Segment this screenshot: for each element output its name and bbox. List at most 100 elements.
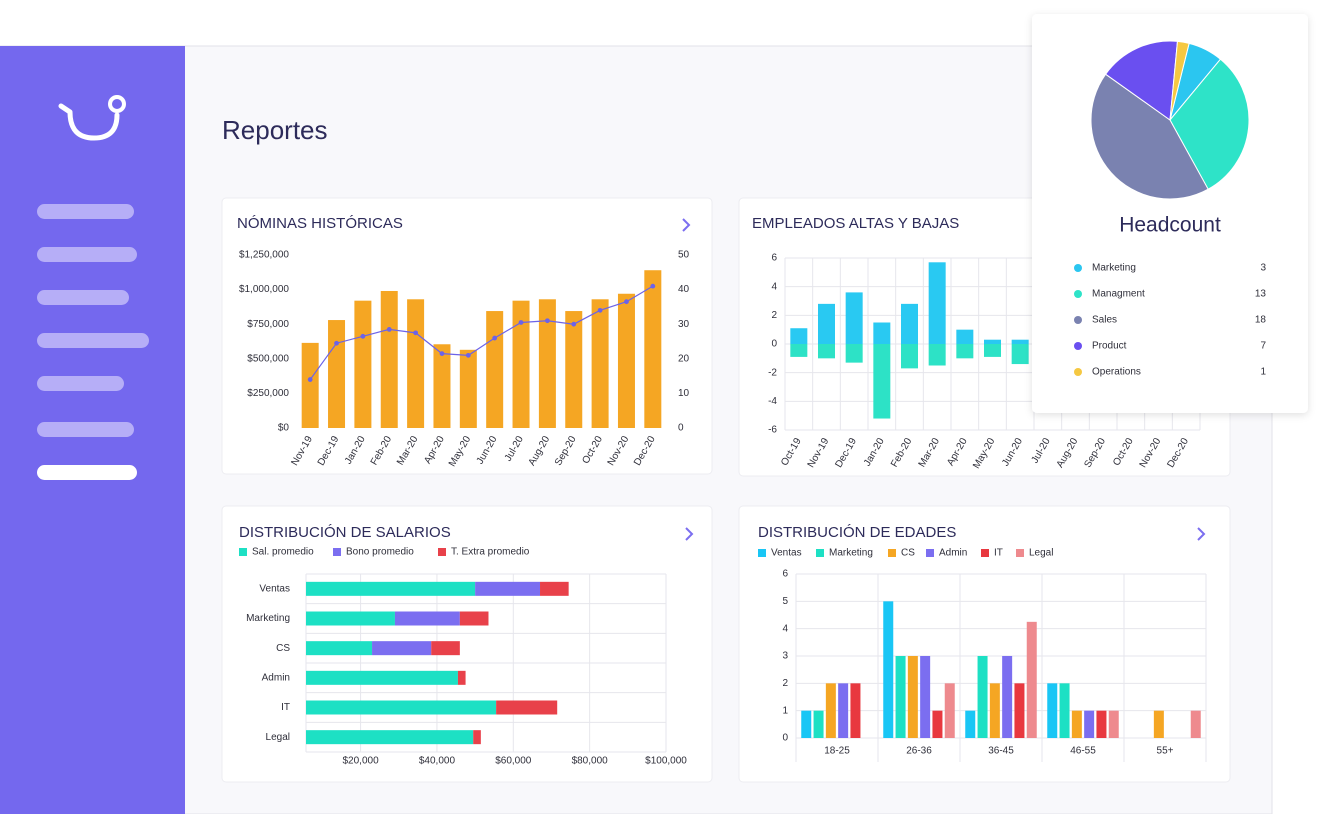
bar xyxy=(486,311,504,428)
bar xyxy=(838,683,849,738)
menu-item[interactable] xyxy=(37,204,134,219)
chart-title: DISTRIBUCIÓN DE SALARIOS xyxy=(239,524,451,541)
pie-slice xyxy=(1090,73,1209,200)
pie-slice xyxy=(1169,58,1250,190)
line-point xyxy=(439,351,445,357)
legend-value: 1 xyxy=(1260,367,1266,378)
y-tick-label: $250,000 xyxy=(247,388,289,399)
legend-label: Bono promedio xyxy=(346,547,414,558)
chart-title: EMPLEADOS ALTAS Y BAJAS xyxy=(752,215,959,232)
bar xyxy=(989,683,1000,738)
legend-dot xyxy=(1074,290,1082,298)
bar xyxy=(873,322,891,344)
bar-segment xyxy=(306,700,497,715)
chevron[interactable] xyxy=(685,527,694,541)
x-tick-label: 55+ xyxy=(1157,746,1174,757)
chevron[interactable] xyxy=(682,218,691,232)
bar xyxy=(984,339,1001,344)
legend-label: Sal. promedio xyxy=(252,547,314,558)
bar xyxy=(944,683,955,738)
card xyxy=(221,197,713,475)
chevron[interactable] xyxy=(1197,527,1206,541)
legend-label: CS xyxy=(901,548,915,559)
bar xyxy=(801,710,812,738)
legend-swatch xyxy=(333,548,341,556)
y-tick-label: 6 xyxy=(782,569,788,580)
line-point xyxy=(465,352,471,358)
bar xyxy=(1071,710,1082,738)
y-tick-label: 4 xyxy=(782,623,788,634)
legend-label: T. Extra promedio xyxy=(451,547,530,558)
bar xyxy=(1059,683,1070,738)
line-point xyxy=(544,318,550,324)
legend-value: 7 xyxy=(1260,341,1266,352)
chart-title: NÓMINAS HISTÓRICAS xyxy=(237,215,403,232)
line-point xyxy=(334,340,339,346)
bar xyxy=(565,311,583,428)
legend-swatch xyxy=(758,549,766,557)
bar xyxy=(845,344,863,363)
y-tick-label: 2 xyxy=(782,678,788,689)
x-tick-label: $20,000 xyxy=(343,756,380,767)
legend-value: 13 xyxy=(1255,289,1267,300)
bar xyxy=(433,344,451,428)
x-tick-label: 36-45 xyxy=(988,746,1014,757)
bar xyxy=(354,300,372,428)
bar xyxy=(1108,710,1119,738)
bar xyxy=(920,656,931,738)
bar-segment xyxy=(496,700,558,715)
bar xyxy=(512,300,530,428)
x-tick-label: $80,000 xyxy=(572,756,609,767)
y-tick-label: 6 xyxy=(771,253,777,264)
legend-swatch xyxy=(239,548,247,556)
bar xyxy=(644,270,662,428)
line-point xyxy=(386,326,392,332)
y-tick-label: 3 xyxy=(782,651,788,662)
menu xyxy=(37,204,149,480)
bar xyxy=(459,349,477,428)
menu-item[interactable] xyxy=(37,376,124,391)
bar-segment xyxy=(372,641,432,656)
page-title: Reportes xyxy=(222,115,328,145)
menu-item[interactable] xyxy=(37,465,137,480)
chart-title: DISTRIBUCIÓN DE EDADES xyxy=(758,524,956,541)
bar-segment xyxy=(473,730,481,745)
y-tick-label: $0 xyxy=(278,423,290,434)
legend-label: Operations xyxy=(1092,367,1141,378)
y-tick-label: 10 xyxy=(678,388,690,399)
y-tick-label: 40 xyxy=(678,284,690,295)
headcount-popup: Marketing 3 Managment 13 Sales 18 Product 7 Oper… xyxy=(1032,14,1308,413)
menu-item[interactable] xyxy=(37,247,137,262)
legend-swatch xyxy=(816,549,824,557)
legend-dot xyxy=(1074,264,1082,272)
bar xyxy=(928,262,946,344)
line-point xyxy=(492,335,498,341)
legend-label: Sales xyxy=(1092,315,1117,326)
bar xyxy=(1096,710,1107,738)
bar-segment xyxy=(540,581,569,596)
bar-segment xyxy=(306,670,458,685)
legend-dot xyxy=(1074,368,1082,376)
y-tick-label: IT xyxy=(281,702,290,713)
bar xyxy=(1002,656,1013,738)
bar xyxy=(1190,710,1201,738)
menu-item[interactable] xyxy=(37,422,134,437)
bar xyxy=(895,656,906,738)
menu-item[interactable] xyxy=(37,333,149,348)
legend-value: 3 xyxy=(1260,263,1266,274)
y-tick-label: 5 xyxy=(782,596,788,607)
charts: $0 $250,000 $500,000 $750,000 $1,000,000 $1,2… xyxy=(237,215,1207,767)
y-tick-label: Admin xyxy=(262,672,290,683)
card xyxy=(738,505,1231,783)
legend-label: IT xyxy=(994,548,1003,559)
bar xyxy=(932,710,943,738)
bar xyxy=(956,344,974,359)
bar xyxy=(1011,344,1029,365)
bar xyxy=(818,303,835,344)
chart: Marketing 3 Managment 13 Sales 18 Product 7 Oper… xyxy=(1074,40,1267,378)
menu-item[interactable] xyxy=(37,290,129,305)
bar xyxy=(850,683,861,738)
legend-swatch xyxy=(926,549,934,557)
